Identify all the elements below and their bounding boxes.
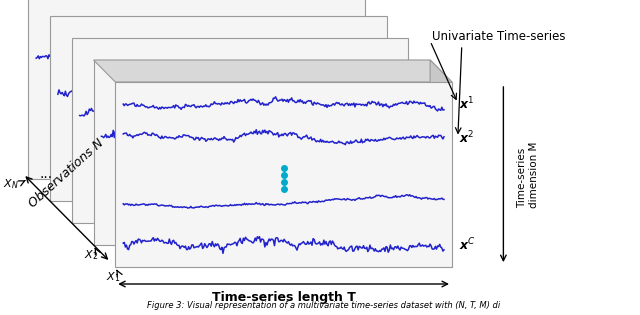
Polygon shape [50,16,387,201]
Text: Univariate Time-series: Univariate Time-series [432,31,566,43]
Text: $X_N$: $X_N$ [3,177,19,191]
Text: $\boldsymbol{x}^2$: $\boldsymbol{x}^2$ [459,129,474,146]
Text: Time-series length T: Time-series length T [212,291,356,304]
Polygon shape [430,60,452,267]
Polygon shape [93,60,430,245]
Text: $X_2$: $X_2$ [84,248,99,262]
Text: $X_1$: $X_1$ [106,270,120,284]
Polygon shape [115,82,452,267]
Polygon shape [72,38,408,223]
Text: Figure 3: Visual representation of a multivariate time-series dataset with (N, T: Figure 3: Visual representation of a mul… [147,301,500,310]
Polygon shape [93,60,452,82]
Text: $\boldsymbol{x}^1$: $\boldsymbol{x}^1$ [459,96,474,112]
Text: ...: ... [40,167,52,181]
Text: Observations N: Observations N [26,136,106,210]
Text: $\boldsymbol{x}^C$: $\boldsymbol{x}^C$ [459,237,476,253]
Text: Time-series
dimension M: Time-series dimension M [517,141,539,208]
Polygon shape [28,0,365,179]
